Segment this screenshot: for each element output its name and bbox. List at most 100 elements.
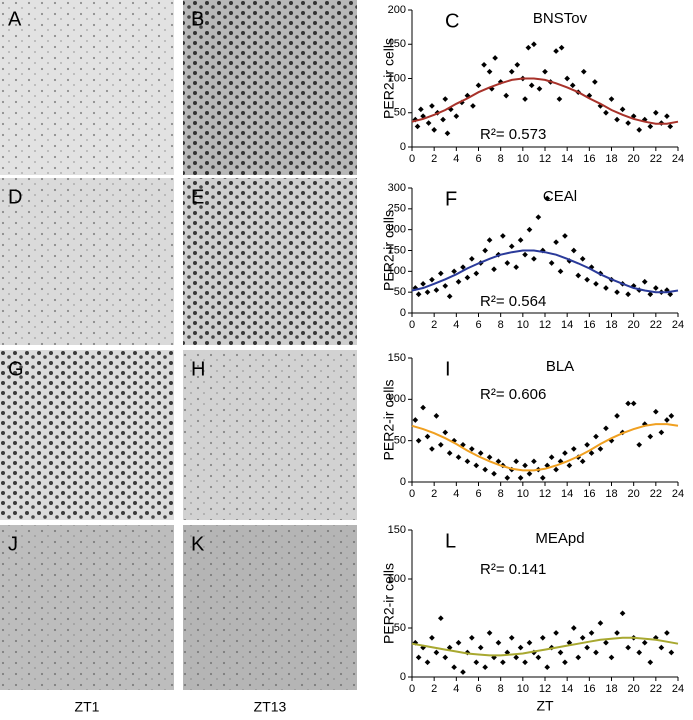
point: [473, 270, 480, 277]
point: [437, 615, 444, 622]
annotation: R²= 0.564: [480, 293, 546, 310]
micrograph-cells: [0, 178, 174, 345]
point: [415, 654, 422, 661]
x-tick-label: 8: [498, 153, 504, 165]
x-tick-label: 14: [561, 319, 573, 331]
point: [420, 281, 426, 287]
point: [455, 454, 462, 461]
y-tick-label: 150: [388, 524, 406, 536]
point: [531, 458, 537, 465]
point: [528, 82, 535, 89]
y-tick-label: 50: [394, 286, 406, 298]
point: [653, 109, 659, 116]
point: [526, 226, 533, 233]
point: [608, 654, 615, 661]
point: [482, 664, 488, 671]
y-tick-label: 150: [388, 38, 406, 50]
x-tick-label: 12: [539, 319, 551, 331]
panel-label: F: [445, 188, 457, 210]
point: [453, 113, 460, 120]
x-tick-label: 18: [605, 153, 617, 165]
point: [557, 268, 564, 275]
point: [486, 630, 493, 636]
x-axis-label: ZT: [536, 698, 554, 714]
point: [412, 417, 419, 423]
point: [442, 654, 449, 661]
y-tick-label: 50: [394, 622, 406, 634]
x-tick-label: 18: [605, 683, 617, 695]
point: [508, 634, 515, 641]
x-tick-label: 12: [539, 153, 551, 165]
point: [522, 251, 528, 258]
x-tick-label: 20: [628, 488, 640, 500]
x-tick-label: 6: [475, 319, 481, 331]
x-tick-label: 22: [650, 683, 662, 695]
x-tick-label: 6: [475, 488, 481, 500]
point: [429, 276, 435, 283]
point: [562, 233, 568, 239]
y-tick-label: 50: [394, 435, 406, 447]
y-tick-label: 0: [400, 141, 406, 153]
point: [491, 470, 497, 477]
point: [531, 41, 537, 48]
point: [593, 433, 599, 440]
point: [469, 634, 475, 641]
panel-label: G: [8, 358, 24, 380]
point: [580, 68, 587, 75]
point: [481, 61, 487, 68]
point: [525, 44, 532, 51]
point: [575, 272, 582, 279]
y-tick-label: 0: [400, 476, 406, 488]
point: [500, 233, 506, 239]
point: [653, 408, 659, 415]
annotation: R²= 0.141: [480, 561, 546, 578]
point: [424, 289, 431, 295]
x-tick-label: 16: [583, 319, 595, 331]
column-label: ZT1: [75, 699, 100, 715]
y-tick-label: 50: [394, 107, 406, 119]
point: [579, 634, 586, 641]
x-tick-label: 4: [453, 488, 459, 500]
x-tick-label: 0: [409, 488, 415, 500]
point: [535, 214, 542, 220]
micrograph-cells: [0, 0, 174, 175]
x-tick-label: 24: [672, 319, 684, 331]
x-tick-label: 4: [453, 319, 459, 331]
y-tick-label: 250: [388, 203, 406, 215]
point: [566, 462, 573, 469]
point: [553, 48, 559, 54]
fit-curve: [411, 77, 679, 125]
point: [433, 649, 440, 656]
point: [418, 106, 424, 113]
point: [495, 458, 502, 465]
point: [451, 664, 457, 671]
point: [584, 441, 590, 448]
point: [442, 283, 449, 289]
fit-curve: [411, 249, 679, 294]
point: [503, 92, 510, 99]
point: [584, 276, 590, 283]
x-tick-label: 0: [409, 319, 415, 331]
point: [491, 266, 497, 273]
y-axis-label: PER2-ir cells: [381, 563, 397, 644]
point: [588, 450, 595, 456]
point: [664, 113, 670, 120]
panel-label: J: [8, 533, 18, 555]
y-axis-label: PER2-ir cells: [381, 210, 397, 291]
point: [473, 659, 480, 666]
point: [542, 68, 548, 75]
point: [500, 659, 506, 666]
chart-title: BLA: [546, 358, 574, 375]
point: [619, 610, 626, 617]
point: [522, 462, 528, 469]
point: [446, 450, 453, 456]
point: [575, 654, 582, 661]
point: [522, 659, 528, 666]
x-tick-label: 8: [498, 488, 504, 500]
point: [597, 446, 604, 452]
point: [548, 454, 555, 461]
point: [513, 654, 520, 661]
micrograph-cells: [183, 178, 357, 345]
point: [658, 644, 665, 651]
point: [437, 441, 444, 448]
